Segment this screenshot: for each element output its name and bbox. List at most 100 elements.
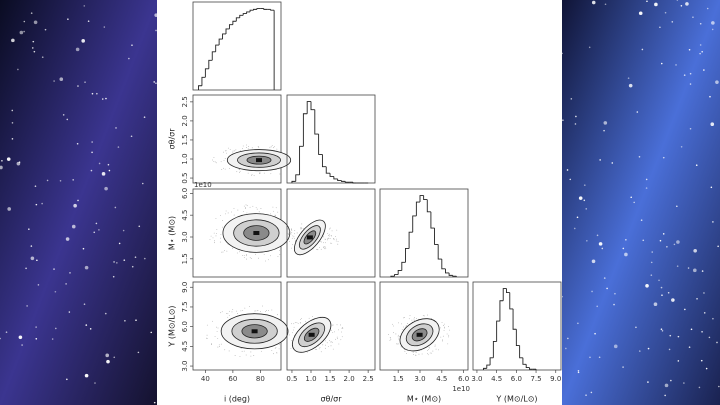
sample-dot — [224, 168, 226, 170]
sample-dot — [229, 149, 231, 150]
sample-dot — [337, 338, 338, 340]
sample-dot — [242, 145, 244, 147]
star — [635, 326, 637, 329]
histogram-step — [437, 244, 442, 260]
sample-dot — [273, 147, 274, 149]
sample-dot — [216, 233, 218, 234]
sample-dot — [415, 354, 417, 356]
sample-dot — [319, 346, 321, 348]
sample-dot — [324, 347, 326, 349]
panel-frame — [379, 188, 469, 278]
star — [589, 356, 591, 359]
histogram-step — [441, 259, 446, 270]
sample-dot — [328, 235, 330, 237]
histogram-step — [302, 113, 308, 147]
star — [137, 351, 140, 354]
star — [91, 151, 93, 154]
star — [659, 239, 662, 242]
star — [715, 80, 719, 84]
sample-dot — [239, 169, 241, 170]
star — [107, 163, 110, 166]
sample-dot — [263, 253, 265, 255]
star — [642, 239, 645, 242]
star — [101, 172, 106, 176]
sample-dot — [234, 355, 236, 356]
sample-dot — [277, 256, 279, 258]
sample-dot — [225, 213, 226, 215]
histogram-step — [415, 201, 420, 216]
sample-dot — [446, 333, 448, 335]
y-tick-label: 2.5 — [181, 96, 189, 107]
sample-dot — [222, 251, 224, 253]
star — [578, 196, 583, 200]
star — [85, 324, 88, 326]
sample-dot — [279, 249, 281, 251]
star — [689, 127, 692, 130]
histogram-step — [390, 275, 395, 277]
sample-dot — [273, 146, 275, 148]
sample-dot — [324, 246, 326, 248]
star — [112, 275, 115, 278]
sample-dot — [244, 208, 246, 209]
sample-dot — [242, 210, 244, 212]
star — [62, 114, 65, 116]
star — [19, 30, 24, 35]
star — [676, 0, 679, 1]
sample-dot — [290, 233, 292, 235]
star — [26, 305, 28, 307]
star — [645, 178, 648, 181]
sample-dot — [333, 239, 335, 241]
sample-dot — [413, 318, 415, 320]
sample-dot — [325, 340, 327, 342]
sample-dot — [292, 244, 293, 246]
sample-dot — [401, 323, 402, 325]
sample-dot — [338, 329, 339, 331]
density-peak — [308, 332, 315, 337]
star — [569, 178, 572, 181]
sample-dot — [409, 315, 411, 317]
sample-dot — [431, 318, 432, 320]
sample-dot — [400, 346, 402, 348]
star — [87, 20, 90, 22]
sample-dot — [328, 234, 329, 236]
sample-dot — [249, 257, 251, 259]
star — [104, 312, 107, 315]
sample-dot — [275, 347, 277, 348]
sample-dot — [217, 346, 219, 348]
histogram-step — [512, 308, 517, 330]
sample-dot — [291, 229, 293, 231]
sample-dot — [227, 147, 229, 149]
star — [583, 199, 586, 202]
star — [672, 299, 675, 301]
star — [95, 222, 98, 225]
sample-dot — [435, 348, 437, 350]
sample-dot — [403, 317, 405, 318]
histogram-step — [333, 176, 338, 180]
sample-dot — [403, 326, 404, 328]
sample-dot — [332, 332, 334, 333]
sample-dot — [214, 242, 215, 244]
star — [11, 38, 15, 43]
sample-dot — [216, 229, 218, 230]
sample-dot — [397, 334, 399, 336]
sample-dot — [224, 349, 226, 351]
sample-dot — [405, 353, 407, 354]
sample-dot — [316, 248, 317, 250]
sample-dot — [225, 210, 227, 212]
star — [113, 261, 115, 263]
sample-dot — [423, 315, 425, 317]
star — [684, 308, 686, 311]
sample-dot — [265, 311, 267, 312]
panel-frame — [472, 281, 562, 371]
star — [116, 262, 118, 264]
sample-dot — [300, 227, 301, 229]
star — [106, 359, 110, 364]
sample-dot — [260, 208, 262, 209]
sample-dot — [427, 353, 428, 354]
histogram-step — [208, 59, 213, 69]
sample-dot — [443, 329, 445, 331]
histogram-step — [204, 68, 209, 78]
sample-dot — [299, 322, 301, 324]
sample-dot — [236, 310, 238, 312]
sample-dot — [274, 347, 276, 349]
